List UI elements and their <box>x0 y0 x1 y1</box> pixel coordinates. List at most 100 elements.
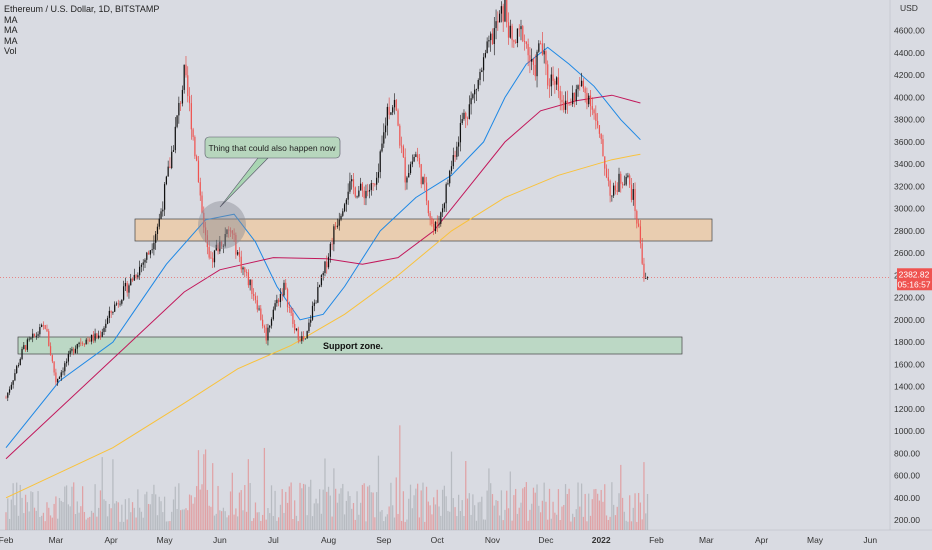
candle-body <box>632 189 634 200</box>
candle-body <box>130 278 132 286</box>
candle-body <box>429 213 431 218</box>
volume-bar <box>19 484 21 530</box>
volume-bar <box>522 488 524 530</box>
candle-body <box>163 184 166 210</box>
candle-body <box>331 243 333 245</box>
volume-bar <box>618 493 620 530</box>
candle-body <box>240 256 242 270</box>
x-tick-label: 2022 <box>592 535 611 545</box>
volume-bar <box>33 507 36 530</box>
candle-body <box>226 229 228 235</box>
callout-box[interactable] <box>204 136 341 159</box>
candle-body <box>319 285 321 287</box>
volume-bar <box>185 508 187 530</box>
volume-bar <box>331 516 333 530</box>
x-tick-label: Sep <box>376 535 391 545</box>
candle-body <box>10 384 12 390</box>
volume-bar <box>55 496 57 530</box>
candle-body <box>409 164 412 174</box>
candle-body <box>48 331 50 347</box>
candle-body <box>278 299 280 303</box>
candle-body <box>634 189 636 212</box>
candle-body <box>73 349 75 353</box>
legend-ma-2[interactable]: MA <box>4 25 18 35</box>
legend-vol[interactable]: Vol <box>4 46 17 56</box>
candle-body <box>17 365 20 367</box>
resistance-zone[interactable] <box>134 218 713 242</box>
candle-body <box>192 129 194 137</box>
volume-bar <box>472 494 474 530</box>
volume-bar <box>566 494 568 530</box>
candle-body <box>645 278 647 279</box>
volume-bar <box>178 483 180 530</box>
volume-bar <box>425 486 428 530</box>
x-tick-label: Jun <box>863 535 877 545</box>
y-tick-label: 600.00 <box>894 471 920 481</box>
candle-body <box>208 247 210 258</box>
volume-bar <box>582 516 584 530</box>
candle-body <box>646 277 649 279</box>
volume-bar <box>335 488 337 530</box>
volume-bar <box>498 515 501 530</box>
volume-bar <box>374 517 376 530</box>
candle-body <box>326 261 328 268</box>
volume-bar <box>276 520 278 530</box>
candle-body <box>295 328 298 331</box>
candle-body <box>463 112 465 120</box>
candle-body <box>203 212 205 228</box>
candle-body <box>235 234 237 255</box>
legend-ma-1[interactable]: MA <box>4 14 18 25</box>
candle-body <box>62 371 64 373</box>
candle-body <box>454 155 456 157</box>
candle-body <box>384 125 387 133</box>
candle-body <box>548 85 551 87</box>
volume-bar <box>253 518 255 530</box>
volume-bar <box>149 504 151 530</box>
y-tick-label: 1200.00 <box>894 404 925 414</box>
volume-bar <box>557 489 560 530</box>
volume-bar <box>616 506 618 530</box>
candle-body <box>213 250 216 263</box>
candle-body <box>169 166 171 169</box>
candle-body <box>217 244 219 252</box>
price-axis[interactable]: 200.00 400.00 600.00 800.00 1000.00 1200.00 14… <box>894 26 925 525</box>
volume-bar <box>532 487 535 530</box>
y-tick-label: 1600.00 <box>894 359 925 369</box>
volume-bar <box>140 511 143 530</box>
highlight-circle[interactable] <box>198 201 246 249</box>
volume-bar <box>436 489 438 530</box>
support-zone-label: Support zone. <box>323 341 383 351</box>
volume-bar <box>629 495 631 530</box>
volume-bar <box>589 515 592 530</box>
candle-body <box>491 33 494 45</box>
legend-ma-3[interactable]: MA <box>4 35 18 46</box>
candle-body <box>83 343 86 345</box>
volume-bar <box>604 484 606 530</box>
candle-body <box>568 103 570 105</box>
volume-bar <box>41 515 43 530</box>
volume-bar <box>404 521 406 530</box>
volume-bar <box>456 516 458 530</box>
candle-body <box>529 55 531 62</box>
volume-bar <box>342 483 344 530</box>
volume-bar <box>632 507 634 530</box>
volume-bar <box>536 484 538 530</box>
volume-bar <box>450 451 453 530</box>
candle-body <box>167 166 169 177</box>
y-tick-label: 2000.00 <box>894 315 925 325</box>
volume-bar <box>49 515 52 530</box>
time-axis[interactable]: Feb Mar Apr May Jun Jul Aug Sep Oct Nov Dec 2022 Feb… <box>0 535 877 545</box>
candle-body <box>575 89 577 102</box>
volume-bar <box>194 497 196 530</box>
volume-bar <box>515 488 517 530</box>
volume-bar <box>352 503 355 530</box>
volume-bar <box>240 490 242 530</box>
volume-bar <box>249 483 251 530</box>
volume-bar <box>158 496 160 530</box>
support-zone[interactable] <box>17 336 683 355</box>
candle-body <box>611 195 613 197</box>
candle-body <box>367 190 369 192</box>
x-tick-label: Mar <box>49 535 64 545</box>
volume-bar <box>468 493 470 530</box>
